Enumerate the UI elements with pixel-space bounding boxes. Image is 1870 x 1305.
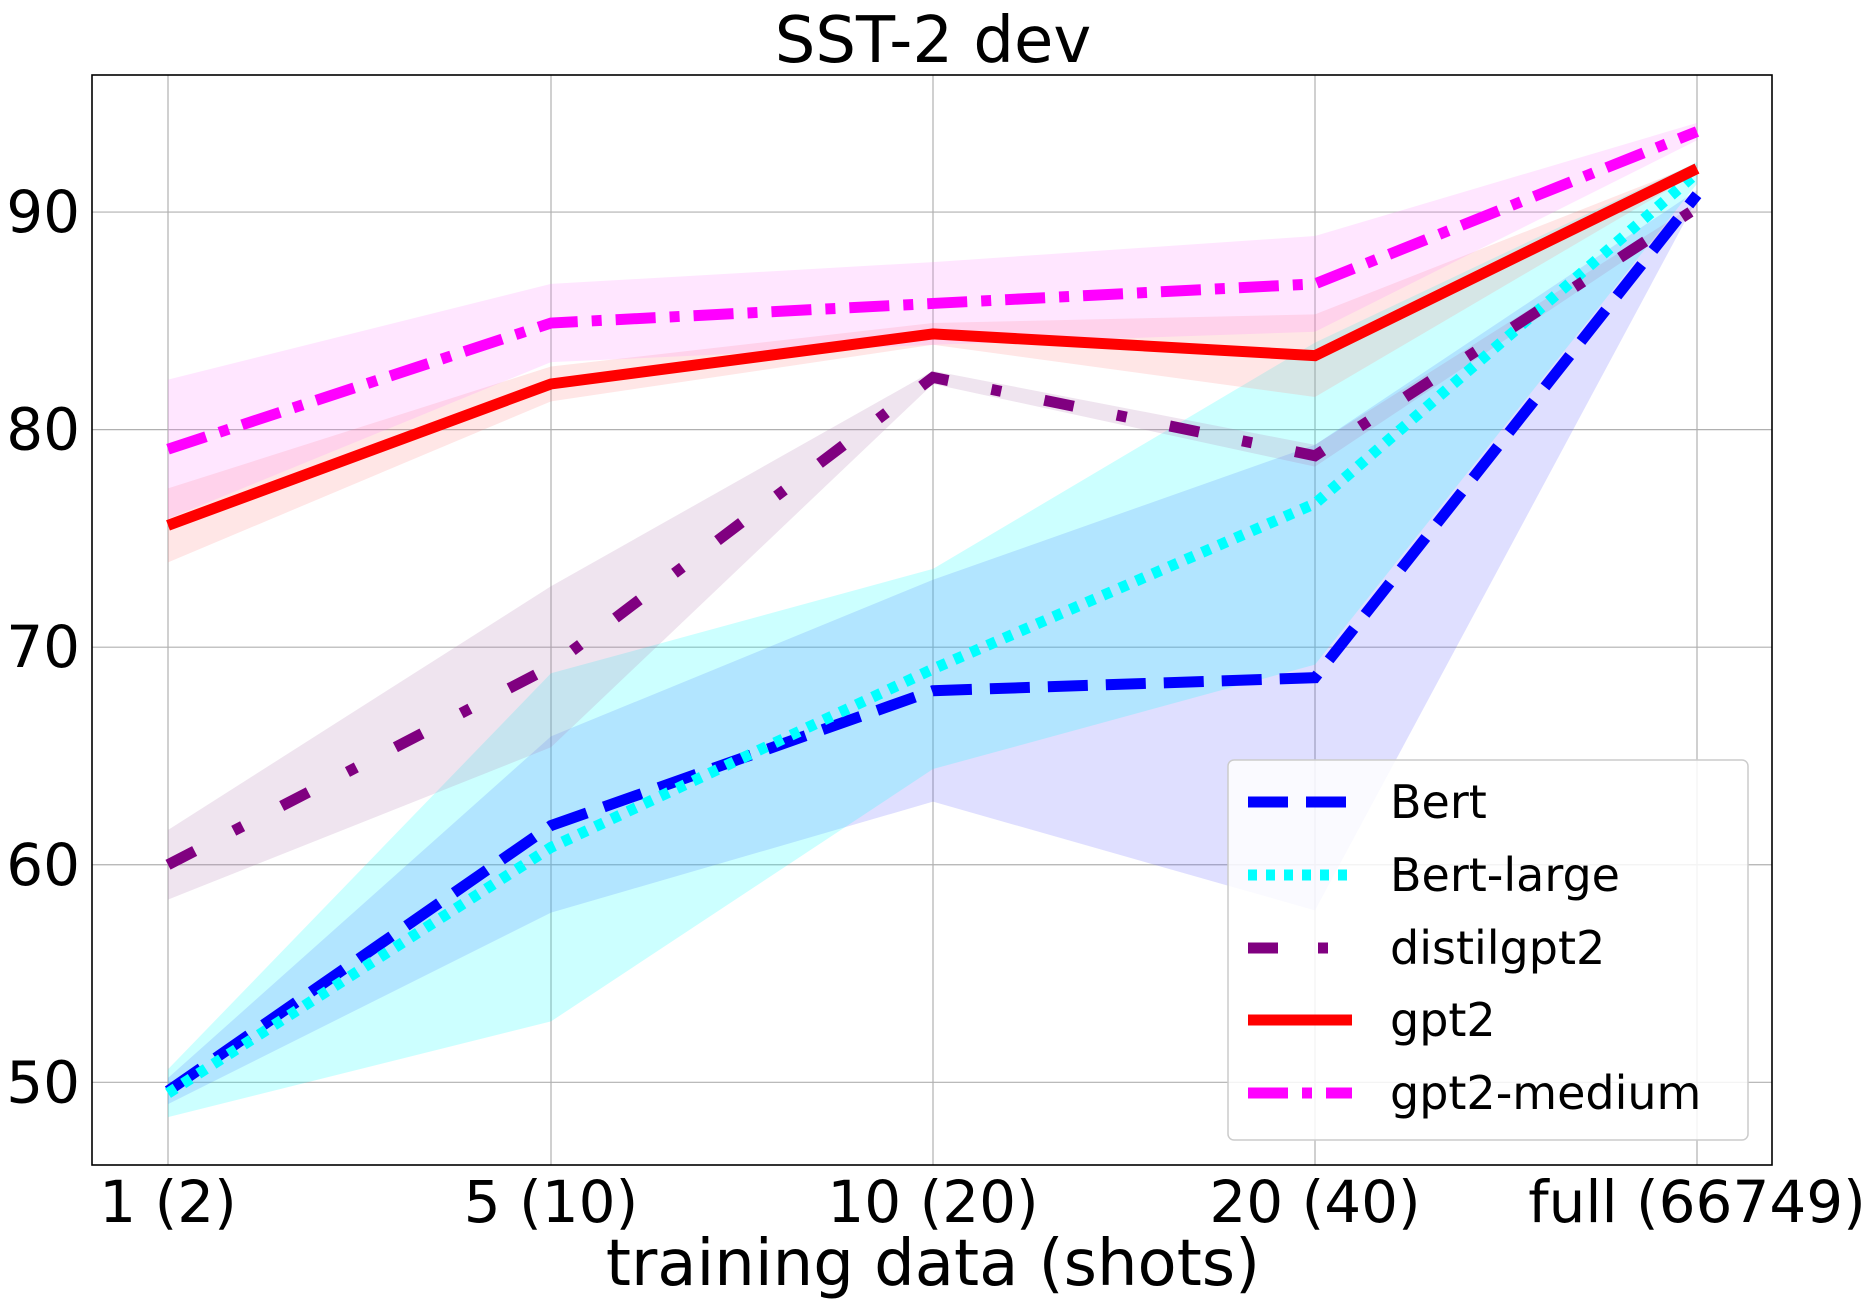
y-tick-label: 90: [6, 178, 80, 246]
legend-label: gpt2-medium: [1390, 1066, 1701, 1120]
x-tick-label: full (66749): [1528, 1168, 1866, 1236]
series-line: [165, 168, 1701, 1098]
x-axis-label: training data (shots): [606, 1227, 1260, 1301]
x-tick-label: 5 (10): [464, 1168, 638, 1236]
confidence-band: [168, 122, 1697, 519]
y-tick-label: 80: [6, 396, 80, 464]
legend: Bert Bert-large distilgpt2 gpt2 gpt2-medium: [1227, 759, 1749, 1141]
legend-label: Bert-large: [1390, 848, 1620, 902]
y-tick-label: 60: [6, 831, 80, 899]
tick-labels: 1 (2) 5 (10) 10 (20) 20 (40) full (66749) 50 6…: [6, 178, 1866, 1236]
series-line: [165, 203, 1700, 870]
confidence-band: [168, 162, 1697, 1118]
x-tick-label: 1 (2): [99, 1168, 237, 1236]
plot-frame: [91, 74, 1773, 1166]
legend-label: distilgpt2: [1390, 921, 1605, 975]
legend-label: Bert: [1390, 775, 1487, 829]
series-line: [166, 126, 1700, 455]
x-tick-label: 10 (20): [827, 1168, 1038, 1236]
series-line: [166, 163, 1700, 531]
legend-label: gpt2: [1390, 993, 1496, 1047]
chart-title: SST-2 dev: [775, 4, 1092, 78]
series-lines: [164, 126, 1702, 1098]
y-tick-label: 50: [6, 1048, 80, 1116]
x-tick-label: 20 (40): [1209, 1168, 1420, 1236]
confidence-band: [168, 203, 1697, 900]
y-tick-label: 70: [6, 613, 80, 681]
legend-box: [1227, 759, 1749, 1141]
series-line: [164, 191, 1702, 1096]
